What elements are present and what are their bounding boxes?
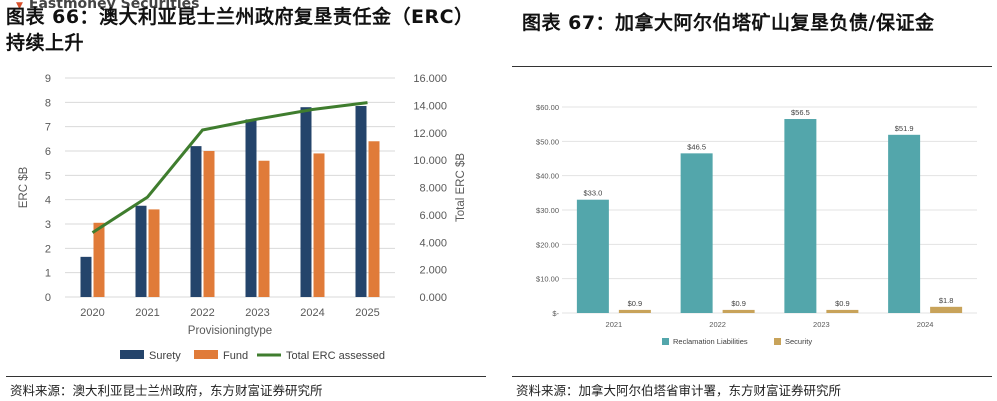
reclamation-data-label: $51.9 bbox=[895, 124, 914, 133]
y-tick-label: 1 bbox=[45, 268, 51, 280]
reclamation-bar bbox=[784, 119, 817, 313]
y-tick-label: 9 bbox=[45, 73, 51, 85]
reclamation-bar bbox=[680, 153, 713, 313]
legend-label-total: Total ERC assessed bbox=[286, 350, 385, 362]
y-tick-label: $50.00 bbox=[536, 137, 559, 146]
right-title-rule bbox=[512, 66, 992, 67]
y2-axis-label: Total ERC $B bbox=[455, 153, 467, 222]
surety-bar bbox=[245, 119, 257, 297]
reclamation-bar bbox=[576, 199, 609, 313]
y-tick-label: 6 bbox=[45, 146, 51, 158]
fund-bar bbox=[93, 222, 105, 297]
security-data-label: $0.9 bbox=[835, 299, 850, 308]
x-tick-label: 2025 bbox=[355, 307, 379, 319]
triangle-icon: ▼ bbox=[16, 1, 23, 11]
security-bar bbox=[618, 309, 651, 313]
y-axis-label: ERC $B bbox=[18, 166, 30, 208]
legend-swatch-reclamation bbox=[662, 338, 669, 345]
security-data-label: $0.9 bbox=[731, 299, 746, 308]
legend-swatch-fund bbox=[194, 350, 218, 359]
x-tick-label: 2024 bbox=[300, 307, 324, 319]
watermark: ▼ Eastmoney Securities bbox=[16, 0, 200, 12]
reclamation-data-label: $46.5 bbox=[687, 142, 706, 151]
legend-label-fund: Fund bbox=[223, 350, 248, 362]
surety-bar bbox=[355, 105, 367, 297]
legend-swatch-security bbox=[774, 338, 781, 345]
watermark-text: Eastmoney Securities bbox=[28, 0, 200, 12]
x-tick-label: 2023 bbox=[245, 307, 269, 319]
y-tick-label: 0 bbox=[45, 292, 51, 304]
surety-bar bbox=[190, 146, 202, 297]
fund-bar bbox=[203, 151, 215, 297]
y2-tick-label: 12.000 bbox=[413, 128, 447, 140]
y2-tick-label: 16.000 bbox=[413, 73, 447, 85]
y-tick-label: $60.00 bbox=[536, 103, 559, 112]
y2-tick-label: 14.000 bbox=[413, 100, 447, 112]
y-tick-label: 8 bbox=[45, 97, 51, 109]
y2-tick-label: 6.000 bbox=[419, 210, 447, 222]
x-tick-label: 2020 bbox=[80, 307, 104, 319]
y2-tick-label: 4.000 bbox=[419, 237, 447, 249]
x-tick-label: 2022 bbox=[709, 320, 726, 329]
x-tick-label: 2021 bbox=[606, 320, 623, 329]
security-bar bbox=[722, 309, 755, 313]
reclamation-data-label: $33.0 bbox=[583, 189, 602, 198]
x-tick-label: 2024 bbox=[917, 320, 934, 329]
security-data-label: $1.8 bbox=[939, 296, 954, 305]
legend-label-security: Security bbox=[785, 337, 812, 346]
legend-label-surety: Surety bbox=[149, 350, 181, 362]
y2-tick-label: 10.000 bbox=[413, 155, 447, 167]
y-tick-label: $10.00 bbox=[536, 275, 559, 284]
y-tick-label: $40.00 bbox=[536, 172, 559, 181]
surety-bar bbox=[135, 205, 147, 297]
x-tick-label: 2021 bbox=[135, 307, 159, 319]
right-chart: $- $10.00 $20.00 $30.00 $40.00 $50.00 $60.00 20… bbox=[512, 90, 992, 360]
y-tick-label: 3 bbox=[45, 219, 51, 231]
total-erc-line bbox=[91, 101, 368, 234]
y-tick-label: $30.00 bbox=[536, 206, 559, 215]
fund-bar bbox=[148, 209, 160, 297]
fund-bar bbox=[313, 153, 325, 297]
y2-tick-label: 0.000 bbox=[419, 292, 447, 304]
surety-bar bbox=[300, 107, 312, 297]
left-chart: 0 1 2 3 4 5 6 7 8 9 0.000 2.000 4.000 6.000 8.000 10.00… bbox=[0, 60, 490, 372]
y-tick-label: $20.00 bbox=[536, 240, 559, 249]
y-tick-label: 2 bbox=[45, 243, 51, 255]
left-chart-background bbox=[0, 60, 490, 372]
security-bar bbox=[930, 306, 963, 313]
left-figure-title: 图表 66：澳大利亚昆士兰州政府复垦责任金（ERC）持续上升 bbox=[6, 6, 474, 54]
reclamation-bar bbox=[888, 134, 921, 313]
legend-label-reclamation: Reclamation Liabilities bbox=[673, 337, 748, 346]
left-source-rule bbox=[6, 376, 486, 377]
fund-bar bbox=[368, 141, 380, 297]
legend-swatch-surety bbox=[120, 350, 144, 359]
surety-bar bbox=[80, 256, 92, 297]
y2-tick-label: 2.000 bbox=[419, 265, 447, 277]
security-bar bbox=[826, 309, 859, 313]
reclamation-data-label: $56.5 bbox=[791, 108, 810, 117]
right-source-note: 资料来源：加拿大阿尔伯塔省审计署，东方财富证券研究所 bbox=[516, 383, 842, 398]
y-tick-label: 7 bbox=[45, 122, 51, 134]
fund-bar bbox=[258, 160, 270, 297]
y-tick-label: $- bbox=[552, 309, 559, 318]
x-tick-label: 2023 bbox=[813, 320, 830, 329]
y-tick-label: 4 bbox=[45, 195, 51, 207]
x-axis-label: Provisioningtype bbox=[188, 325, 272, 337]
left-source-note: 资料来源：澳大利亚昆士兰州政府，东方财富证券研究所 bbox=[10, 383, 323, 398]
right-source-rule bbox=[512, 376, 992, 377]
y2-tick-label: 8.000 bbox=[419, 183, 447, 195]
y-tick-label: 5 bbox=[45, 170, 51, 182]
right-figure-title: 图表 67：加拿大阿尔伯塔矿山复垦负债/保证金 bbox=[522, 12, 935, 34]
x-tick-label: 2022 bbox=[190, 307, 214, 319]
security-data-label: $0.9 bbox=[628, 299, 643, 308]
